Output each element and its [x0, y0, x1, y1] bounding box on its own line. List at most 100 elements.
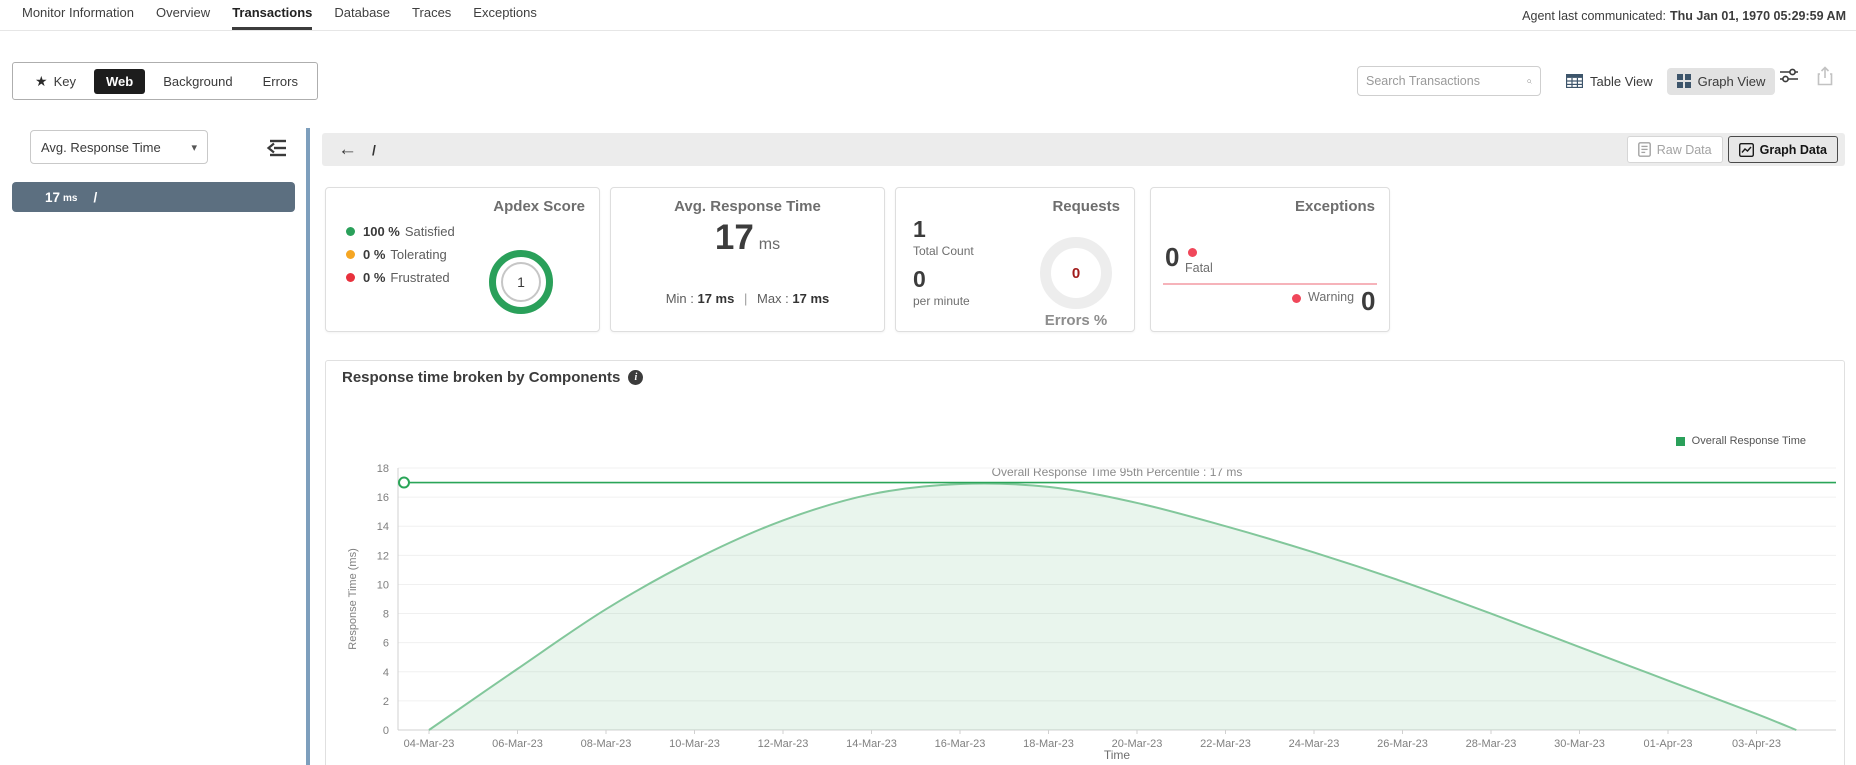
- exceptions-divider-line: [1163, 283, 1377, 285]
- x-tick-label: 16-Mar-23: [935, 738, 986, 750]
- txn-row-unit: ms: [63, 193, 78, 204]
- max-label: Max :: [757, 291, 789, 306]
- y-tick-label: 12: [377, 550, 389, 562]
- share-export-icon[interactable]: [1816, 66, 1834, 86]
- errors-percent-donut: 0: [1040, 237, 1112, 309]
- transaction-name: /: [372, 141, 376, 158]
- tab-background[interactable]: Background: [151, 69, 244, 94]
- y-tick-label: 18: [377, 463, 389, 475]
- search-input[interactable]: [1366, 74, 1527, 88]
- satisfied-pct: 100 %: [363, 224, 400, 239]
- tab-errors[interactable]: Errors: [251, 69, 310, 94]
- response-time-line: [428, 482, 1797, 731]
- transaction-list-item[interactable]: 17 ms /: [12, 182, 295, 212]
- errors-percent-value: 0: [1071, 264, 1081, 282]
- apdex-satisfied-row: 100 % Satisfied: [346, 224, 455, 239]
- info-icon[interactable]: i: [628, 370, 644, 385]
- graph-view-label: Graph View: [1697, 73, 1766, 89]
- frustrated-dot-icon: [346, 273, 355, 282]
- table-view-label: Table View: [1590, 73, 1653, 89]
- minmax-separator: |: [743, 291, 748, 306]
- x-axis-title: Time: [1103, 748, 1131, 762]
- x-tick-label: 24-Mar-23: [1289, 738, 1340, 750]
- table-icon: [1566, 74, 1583, 88]
- tolerating-pct: 0 %: [363, 247, 386, 262]
- response-time-area: [429, 483, 1797, 730]
- apdex-tolerating-row: 0 % Tolerating: [346, 247, 455, 262]
- avg-response-value: 17 ms: [611, 218, 884, 258]
- raw-data-button[interactable]: Raw Data: [1626, 136, 1723, 163]
- agent-last-communicated: Agent last communicated: Thu Jan 01, 197…: [1522, 0, 1846, 31]
- fatal-count-value: 0: [1165, 242, 1180, 272]
- y-tick-label: 6: [383, 638, 389, 650]
- nav-item-database[interactable]: Database: [334, 5, 391, 20]
- x-tick-label: 20-Mar-23: [1112, 738, 1163, 750]
- apdex-score-value: 1: [517, 274, 525, 290]
- x-tick-label: 10-Mar-23: [669, 738, 720, 750]
- search-icon[interactable]: [1527, 74, 1532, 89]
- apdex-card-title: Apdex Score: [493, 198, 585, 215]
- metric-dropdown[interactable]: Avg. Response Time ▾: [30, 130, 208, 164]
- exceptions-card-title: Exceptions: [1294, 198, 1375, 215]
- percentile-marker: [398, 476, 410, 489]
- transaction-type-tabs: ★ Key Web Background Errors: [12, 62, 318, 100]
- y-tick-label: 0: [383, 725, 389, 737]
- satisfied-dot-icon: [346, 227, 355, 236]
- nav-item-overview[interactable]: Overview: [156, 5, 211, 20]
- x-tick-label: 30-Mar-23: [1554, 738, 1605, 750]
- nav-item-traces[interactable]: Traces: [412, 5, 452, 20]
- table-view-button[interactable]: Table View: [1556, 68, 1663, 95]
- y-tick-label: 16: [377, 492, 389, 504]
- metric-dropdown-value: Avg. Response Time: [41, 139, 161, 155]
- nav-item-exceptions[interactable]: Exceptions: [473, 5, 537, 20]
- back-arrow-icon[interactable]: ←: [338, 139, 357, 160]
- x-tick-label: 04-Mar-23: [404, 738, 455, 750]
- data-view-toggle: Raw Data Graph Data: [1626, 136, 1838, 163]
- min-value: 17 ms: [697, 291, 735, 306]
- tolerating-dot-icon: [346, 250, 355, 259]
- x-tick-label: 08-Mar-23: [581, 738, 632, 750]
- chart-legend[interactable]: Overall Response Time: [1675, 435, 1806, 447]
- tab-web[interactable]: Web: [93, 68, 146, 94]
- avg-response-time-card: Avg. Response Time 17 ms Min : 17 ms | Ma…: [610, 187, 885, 332]
- avg-unit: ms: [758, 236, 781, 253]
- total-count-label: Total Count: [913, 244, 974, 258]
- requests-card: Requests 1 Total Count 0 per minute 0 Er…: [895, 187, 1135, 332]
- avg-card-title: Avg. Response Time: [674, 198, 821, 215]
- components-chart: 0 2 4 6 8 10 12 14 16 18 04-Mar-23 06-Mar-23 08-Mar-…: [377, 463, 1836, 750]
- frustrated-pct: 0 %: [363, 270, 386, 285]
- graph-data-button[interactable]: Graph Data: [1727, 136, 1838, 163]
- chevron-down-icon: ▾: [191, 141, 197, 154]
- fatal-label: Fatal: [1185, 261, 1213, 275]
- tab-background-label: Background: [163, 73, 233, 89]
- tab-web-label: Web: [105, 73, 134, 89]
- filter-sliders-icon[interactable]: [1778, 66, 1800, 86]
- apdex-score-donut: 1: [489, 250, 553, 314]
- graph-data-icon: [1738, 142, 1754, 157]
- star-icon: ★: [35, 72, 48, 89]
- panel-divider[interactable]: [306, 128, 310, 765]
- tab-errors-label: Errors: [262, 73, 298, 89]
- satisfied-label: Satisfied: [404, 224, 455, 239]
- txn-row-value: 17: [45, 189, 61, 205]
- x-tick-label: 01-Apr-23: [1644, 738, 1693, 750]
- x-tick-label: 18-Mar-23: [1023, 738, 1074, 750]
- x-tick-label: 03-Apr-23: [1732, 738, 1781, 750]
- chart-title: Response time broken by Components: [342, 369, 621, 386]
- tab-key-label: Key: [53, 73, 76, 89]
- tab-key[interactable]: ★ Key: [23, 68, 88, 95]
- transaction-detail-header: ← / Raw Data Graph Data: [322, 133, 1845, 166]
- collapse-panel-icon[interactable]: [264, 136, 290, 160]
- tolerating-label: Tolerating: [390, 247, 447, 262]
- max-value: 17 ms: [792, 291, 830, 306]
- y-tick-label: 4: [383, 667, 389, 679]
- toolbar-icons: [1778, 66, 1834, 86]
- graph-view-button[interactable]: Graph View: [1666, 67, 1776, 95]
- x-tick-label: 14-Mar-23: [846, 738, 897, 750]
- y-tick-label: 14: [377, 521, 389, 533]
- nav-item-transactions[interactable]: Transactions: [232, 0, 313, 30]
- nav-item-monitor-information[interactable]: Monitor Information: [22, 5, 134, 20]
- errors-percent-label: Errors %: [1044, 312, 1108, 329]
- raw-data-icon: [1637, 142, 1651, 157]
